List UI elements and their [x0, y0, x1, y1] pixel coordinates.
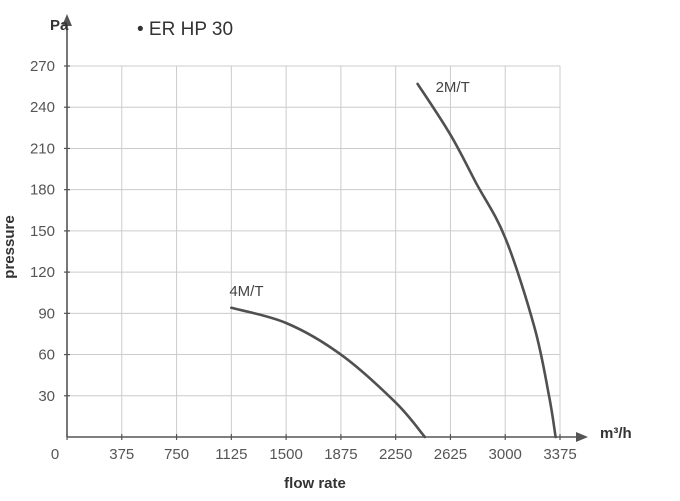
x-tick-labels: 0 375 750 1125 1500 1875 2250 2625 3000 3375	[51, 446, 577, 463]
y-axis-title: pressure	[1, 215, 18, 278]
x-tick-label: 1500	[269, 446, 302, 463]
x-tick-label: 0	[51, 446, 59, 463]
y-tick-label: 150	[30, 223, 55, 240]
x-tick-label: 750	[164, 446, 189, 463]
y-tick-label: 90	[38, 305, 55, 322]
x-tick-label: 3000	[489, 446, 522, 463]
x-tick-label: 2250	[379, 446, 412, 463]
y-tick-label: 180	[30, 182, 55, 199]
x-tick-label: 375	[109, 446, 134, 463]
x-unit-label: m³/h	[600, 425, 632, 442]
y-unit-label: Pa	[50, 17, 69, 34]
x-axis-title: flow rate	[284, 475, 346, 492]
y-tick-labels: 30 60 90 120 150 180 210 240 270	[30, 58, 55, 405]
y-tick-label: 270	[30, 58, 55, 75]
series-label-4m-t: 4M/T	[229, 283, 263, 300]
x-tick-label: 2625	[434, 446, 467, 463]
series-group: 4M/T 2M/T	[229, 79, 557, 439]
x-tick-label: 1125	[215, 446, 247, 463]
y-tick-label: 120	[30, 264, 55, 281]
y-tick-label: 210	[30, 140, 55, 157]
series-line-2m-t	[416, 82, 557, 439]
grid	[64, 65, 561, 440]
series-label-2m-t: 2M/T	[436, 79, 470, 96]
y-tick-label: 60	[38, 347, 55, 364]
y-tick-label: 30	[38, 388, 55, 405]
x-tick-label: 3375	[543, 446, 576, 463]
x-axis-arrow	[576, 432, 588, 442]
series-line-4m-t	[230, 306, 427, 439]
x-tick-label: 1875	[324, 446, 357, 463]
y-tick-label: 240	[30, 99, 55, 116]
axes	[62, 14, 588, 442]
chart-title: • ER HP 30	[137, 19, 233, 40]
y-axis-arrow	[62, 14, 72, 26]
